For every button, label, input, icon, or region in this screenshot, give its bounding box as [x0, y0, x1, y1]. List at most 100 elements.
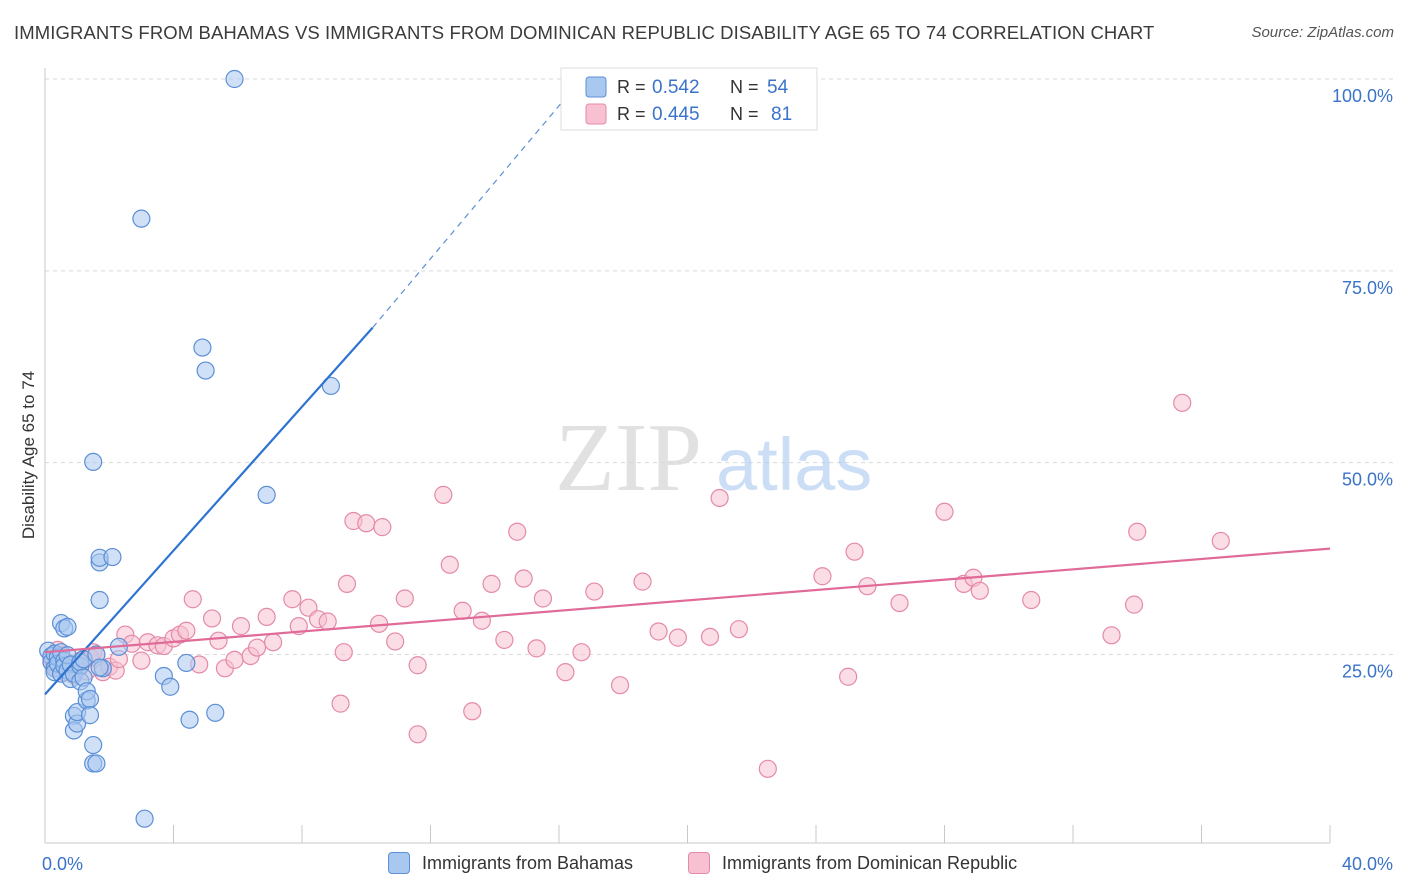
data-point-dominican-republic — [283, 590, 302, 609]
data-point-dominican-republic — [373, 518, 392, 537]
legend-item-bahamas: Immigrants from Bahamas — [388, 852, 633, 874]
data-point-dominican-republic — [1102, 626, 1121, 645]
data-point-bahamas — [257, 485, 276, 504]
trend-line-dominican-republic — [44, 547, 1331, 654]
data-point-dominican-republic — [839, 667, 858, 686]
data-point-dominican-republic — [386, 632, 405, 651]
data-point-dominican-republic — [668, 628, 687, 647]
legend-r-label: R = — [617, 104, 646, 124]
data-point-bahamas — [193, 338, 212, 357]
data-point-bahamas — [103, 547, 122, 567]
data-point-dominican-republic — [395, 589, 414, 608]
data-point-dominican-republic — [533, 589, 553, 608]
data-point-dominican-republic — [408, 656, 427, 675]
data-point-dominican-republic — [337, 574, 357, 594]
data-point-dominican-republic — [572, 643, 591, 662]
y-tick-label: 100.0% — [1332, 86, 1393, 106]
data-point-dominican-republic — [845, 542, 864, 561]
legend-swatch-dominican-republic — [688, 852, 710, 874]
data-point-dominican-republic — [263, 633, 283, 652]
legend-r-label: R = — [617, 77, 646, 97]
y-tick-label: 50.0% — [1342, 470, 1393, 490]
data-point-dominican-republic — [495, 630, 514, 650]
data-point-dominican-republic — [585, 582, 604, 601]
data-point-dominican-republic — [556, 663, 575, 682]
trend-line-bahamas — [44, 326, 374, 696]
data-point-dominican-republic — [331, 694, 350, 713]
data-point-dominican-republic — [527, 639, 546, 658]
data-point-bahamas — [225, 69, 244, 89]
data-point-dominican-republic — [890, 593, 909, 613]
data-point-dominican-republic — [649, 622, 668, 641]
data-point-dominican-republic — [257, 607, 276, 627]
legend-label-dominican-republic: Immigrants from Dominican Republic — [722, 852, 1018, 873]
data-point-bahamas — [196, 361, 215, 380]
data-point-dominican-republic — [1128, 522, 1147, 541]
data-point-dominican-republic — [408, 725, 427, 744]
data-point-dominican-republic — [202, 609, 222, 628]
data-point-dominican-republic — [1211, 531, 1230, 551]
data-point-bahamas — [180, 710, 199, 729]
trend-lines — [44, 78, 1331, 696]
grid-lines — [45, 78, 1395, 655]
data-point-dominican-republic — [183, 590, 202, 609]
watermark: ZIP atlas — [555, 404, 872, 512]
legend-n-label: N = — [730, 104, 759, 124]
data-point-dominican-republic — [1173, 393, 1192, 412]
data-point-bahamas — [135, 809, 154, 828]
data-point-dominican-republic — [334, 643, 353, 662]
data-point-bahamas — [161, 677, 180, 696]
legend-r-value: 0.542 — [652, 77, 700, 98]
legend-label-bahamas: Immigrants from Bahamas — [422, 852, 634, 873]
legend-bottom: Immigrants from Bahamas Immigrants from … — [0, 852, 1406, 878]
watermark-atlas: atlas — [716, 423, 872, 506]
data-point-dominican-republic — [231, 617, 251, 636]
series-dominican-republic-points — [42, 393, 1230, 778]
legend-swatch-bahamas — [388, 852, 410, 874]
y-tick-label: 25.0% — [1342, 662, 1393, 682]
data-point-dominican-republic — [710, 488, 729, 508]
data-point-bahamas — [87, 754, 106, 773]
data-point-dominican-republic — [813, 567, 832, 586]
data-point-bahamas — [90, 590, 109, 610]
legend-swatch-bahamas — [585, 76, 607, 98]
data-point-dominican-republic — [318, 612, 337, 631]
data-point-bahamas — [177, 653, 196, 673]
x-tick-label: 0.0% — [42, 854, 83, 874]
legend-n-value: 54 — [767, 77, 789, 98]
data-point-dominican-republic — [177, 621, 196, 640]
data-point-dominican-republic — [472, 611, 491, 630]
data-point-bahamas — [80, 689, 100, 709]
data-point-dominican-republic — [1022, 590, 1041, 610]
trend-line-bahamas-extension — [372, 78, 582, 329]
data-point-dominican-republic — [970, 581, 989, 600]
data-point-dominican-republic — [508, 522, 527, 541]
data-point-dominican-republic — [463, 702, 482, 721]
data-point-bahamas — [58, 617, 77, 636]
legend-n-label: N = — [730, 77, 759, 97]
data-point-bahamas — [84, 452, 103, 471]
data-point-dominican-republic — [434, 485, 453, 504]
legend-top: R = 0.542 N = 54 R = 0.445 N = 81 — [560, 67, 818, 131]
data-point-dominican-republic — [225, 650, 244, 669]
legend-n-value: 81 — [771, 104, 792, 125]
data-point-dominican-republic — [1124, 595, 1144, 614]
x-tick-label: 40.0% — [1342, 854, 1393, 874]
legend-r-value: 0.445 — [652, 104, 700, 125]
chart-title: IMMIGRANTS FROM BAHAMAS VS IMMIGRANTS FR… — [14, 22, 1155, 43]
data-point-dominican-republic — [482, 574, 501, 594]
tick-labels: 25.0% 50.0% 75.0% 100.0% 0.0% 40.0% — [42, 86, 1393, 874]
data-point-bahamas — [321, 376, 341, 396]
data-point-bahamas — [80, 706, 100, 725]
data-point-dominican-republic — [357, 514, 376, 533]
data-point-dominican-republic — [453, 601, 472, 620]
data-point-dominican-republic — [610, 676, 630, 695]
data-point-dominican-republic — [758, 759, 777, 778]
series-bahamas-points — [39, 69, 341, 828]
data-point-dominican-republic — [440, 555, 459, 574]
legend-swatch-dominican-republic — [585, 103, 607, 125]
data-point-dominican-republic — [700, 627, 720, 646]
data-point-dominican-republic — [209, 631, 228, 650]
axes — [44, 68, 1331, 844]
